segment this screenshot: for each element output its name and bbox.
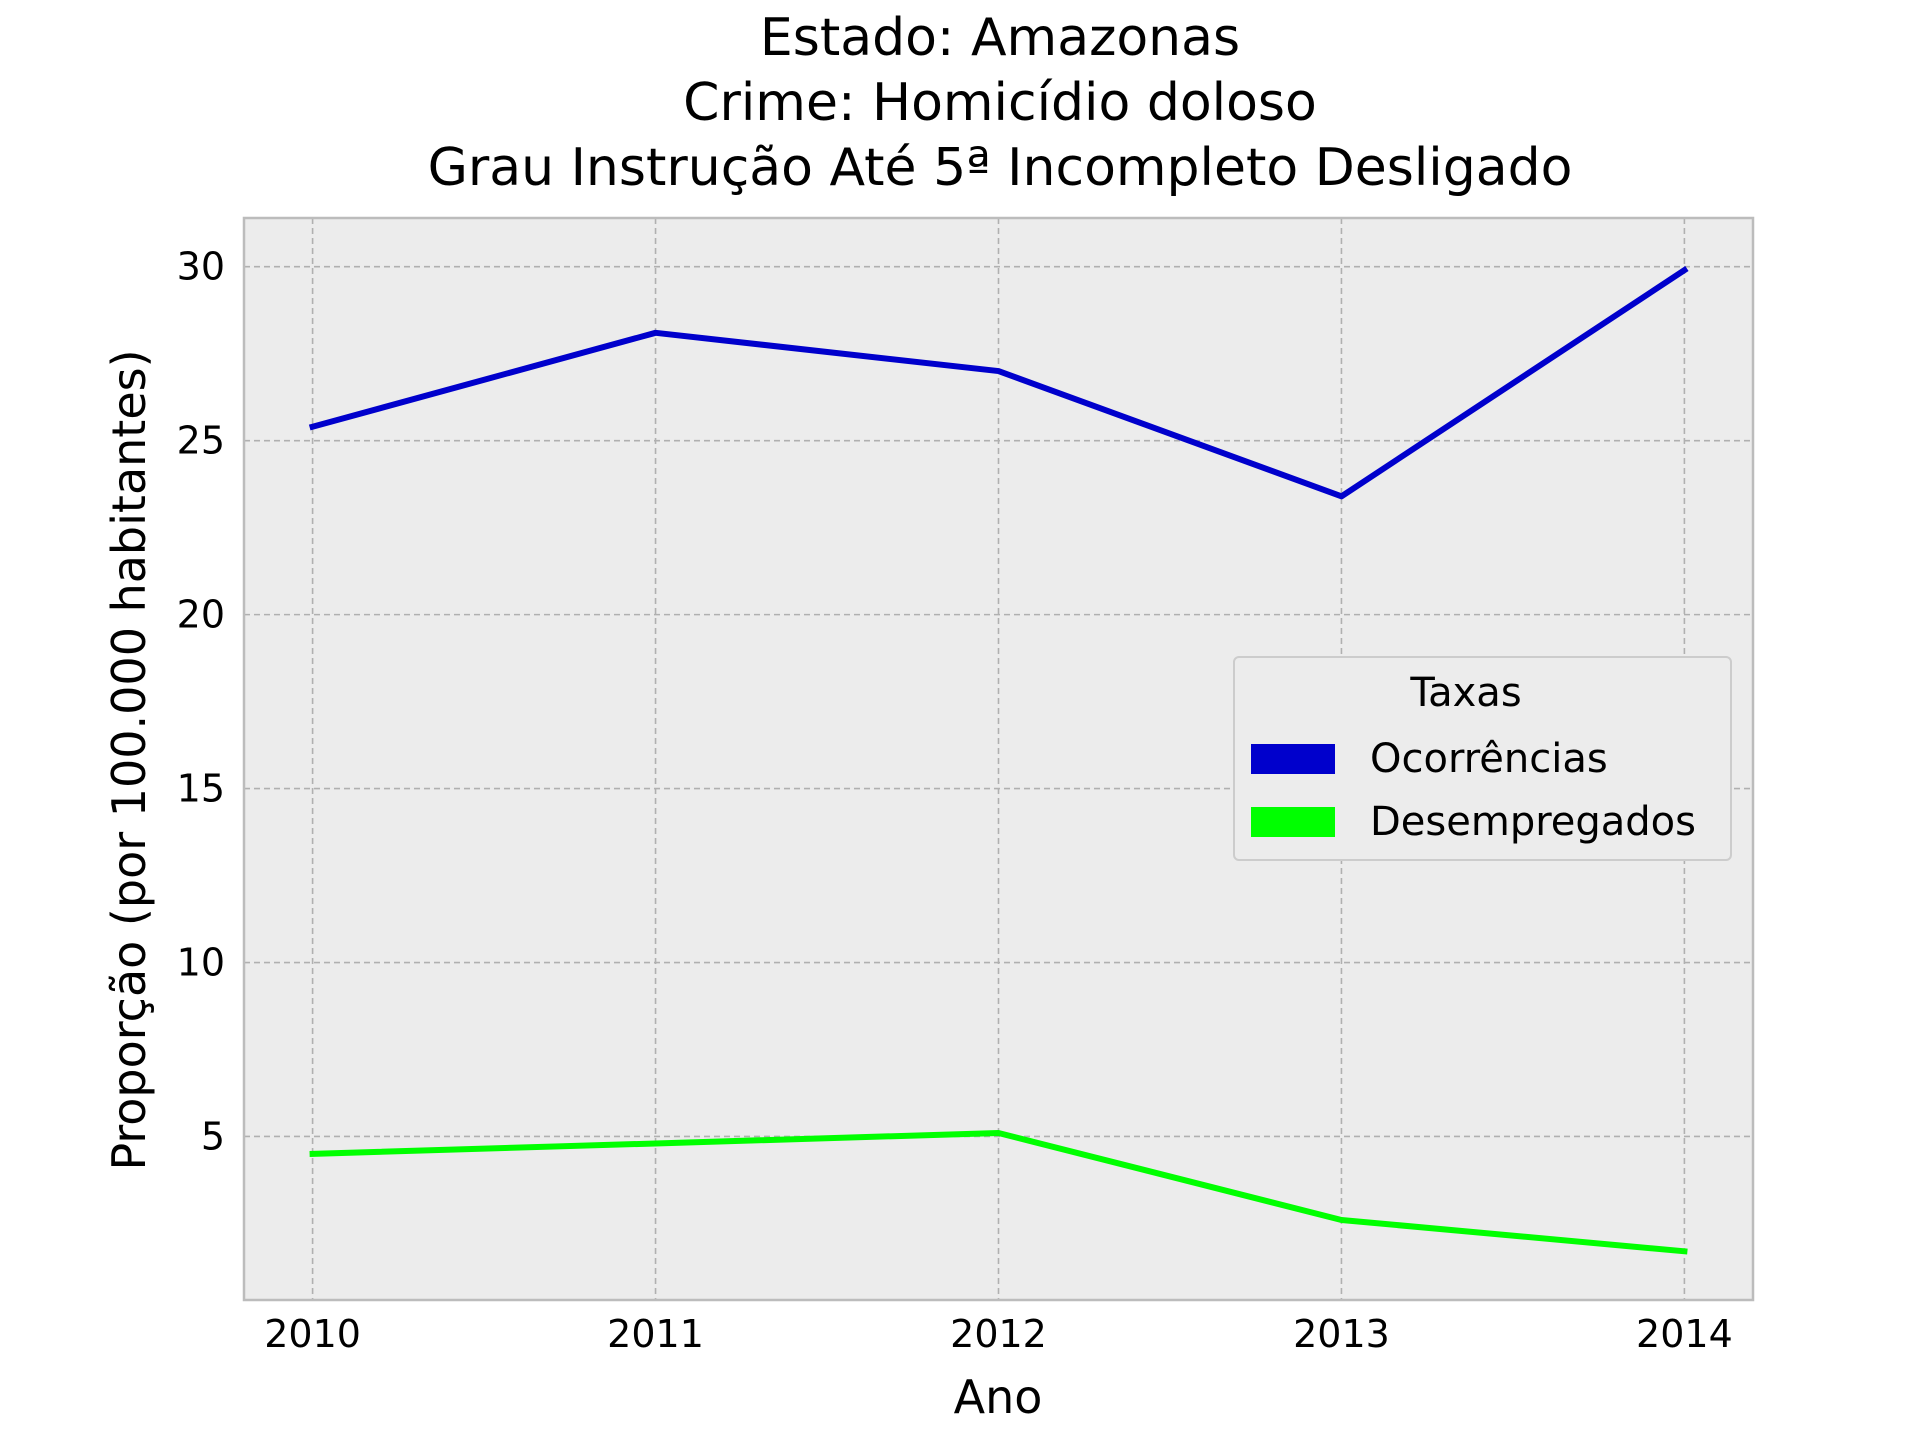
chart-title: Estado: Amazonas Crime: Homicídio doloso… (428, 8, 1573, 198)
y-tick-label: 25 (177, 419, 225, 463)
x-tick-label: 2014 (1636, 1312, 1733, 1356)
legend-title: Taxas (1409, 670, 1521, 716)
title-line-crime: Crime: Homicídio doloso (683, 73, 1317, 133)
y-tick-label: 5 (201, 1114, 225, 1158)
y-tick-label: 20 (177, 593, 225, 637)
y-tick-label: 30 (177, 245, 225, 289)
x-tick-label: 2010 (264, 1312, 361, 1356)
x-tick-label: 2012 (950, 1312, 1047, 1356)
legend-swatch (1251, 807, 1335, 837)
y-tick-label: 10 (177, 941, 225, 985)
x-axis-ticks: 2010 2011 2012 2013 2014 (264, 1312, 1733, 1356)
x-tick-label: 2013 (1293, 1312, 1390, 1356)
title-line-state: Estado: Amazonas (760, 8, 1240, 68)
x-axis-label: Ano (954, 1370, 1043, 1424)
x-tick-label: 2011 (607, 1312, 704, 1356)
legend-label: Desempregados (1370, 799, 1696, 845)
y-tick-label: 15 (177, 767, 225, 811)
legend: Taxas Ocorrências Desempregados (1234, 657, 1731, 860)
y-axis-label: Proporção (por 100.000 habitantes) (102, 349, 156, 1170)
legend-swatch (1251, 744, 1335, 774)
y-axis-ticks: 5 10 15 20 25 30 (177, 245, 225, 1159)
title-line-education: Grau Instrução Até 5ª Incompleto Desliga… (428, 138, 1573, 198)
legend-label: Ocorrências (1370, 736, 1608, 782)
